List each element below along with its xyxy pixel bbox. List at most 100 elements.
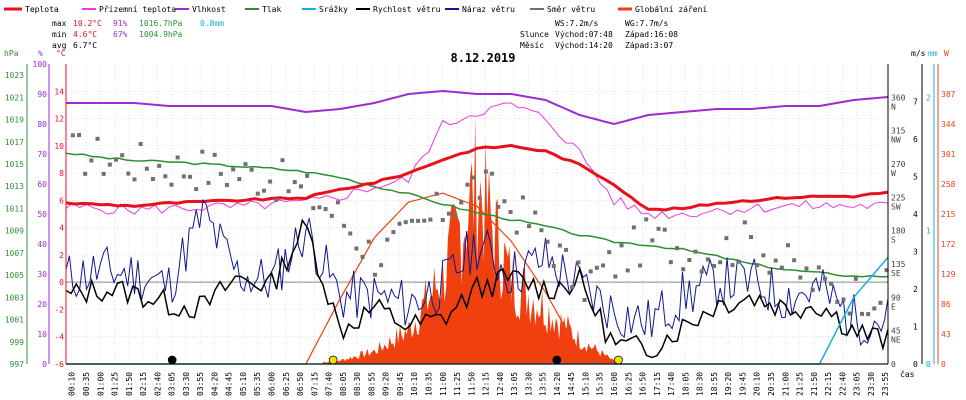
wind-direction-point (440, 217, 445, 222)
hpa-tick-label: 1007 (5, 249, 24, 258)
wind-direction-point (83, 171, 88, 176)
pct-tick-label: 100 (33, 60, 48, 69)
dir-tick-label: 0 (891, 360, 896, 369)
legend-precip: Srážky (319, 5, 348, 14)
wind-direction-point (163, 174, 168, 179)
wind-direction-point (588, 269, 593, 274)
wind-direction-point (594, 265, 599, 270)
hpa-tick-label: 1019 (5, 116, 24, 125)
wind-direction-point (613, 274, 618, 279)
hpa-tick-label: 1021 (5, 93, 24, 102)
ms-tick-label: 4 (913, 210, 918, 219)
hpa-tick-label: 1011 (5, 204, 24, 213)
info-moonset: Západ:3:07 (625, 41, 673, 50)
wind-direction-point (175, 155, 180, 160)
wind-direction-point (416, 218, 421, 223)
wind-direction-point (70, 133, 75, 138)
hpa-tick-label: 1013 (5, 182, 24, 191)
time-tick-label: 15:35 (596, 372, 605, 396)
stats-max-temp: 10.2°C (73, 19, 102, 28)
hpa-tick-label: 1023 (5, 71, 24, 80)
info-moonrise: Východ:14:20 (555, 41, 613, 50)
wind-direction-point (638, 263, 643, 268)
dir-tick-label: 225 (891, 193, 906, 202)
w-tick-label: 172 (941, 240, 956, 249)
legend-humidity: Vlhkost (192, 5, 226, 14)
hpa-tick-label: 1001 (5, 316, 24, 325)
hpa-tick-label: 1015 (5, 160, 24, 169)
time-tick-label: 02:15 (139, 372, 148, 396)
radiation-layer (66, 116, 888, 365)
w-tick-label: 387 (941, 90, 956, 99)
w-tick-label: 215 (941, 210, 956, 219)
axis-title-pct: % (38, 49, 43, 58)
wind-direction-point (77, 132, 82, 137)
wind-direction-point (755, 263, 760, 268)
dir-tick-label: 270 (891, 160, 906, 169)
wind-direction-point (570, 285, 575, 290)
wind-direction-point (305, 173, 310, 178)
time-tick-label: 04:20 (210, 372, 219, 396)
wind-direction-point (644, 217, 649, 222)
time-tick-label: 13:30 (524, 372, 533, 396)
wind-direction-point (527, 224, 532, 229)
wind-direction-point (218, 171, 223, 176)
wind-direction-point (779, 265, 784, 270)
time-tick-label: 08:30 (353, 372, 362, 396)
ms-tick-label: 5 (913, 173, 918, 182)
wind-direction-point (212, 152, 217, 157)
wind-direction-point (705, 257, 710, 262)
wind-direction-point (311, 206, 316, 211)
hpa-tick-label: 997 (10, 360, 25, 369)
time-tick-label: 07:40 (325, 372, 334, 396)
legend: Teplota Přízemní teplota Vlhkost Tlak Sr… (4, 5, 707, 14)
axes-layer: 1023102110191017101510131011100910071005… (5, 60, 956, 369)
wind-direction-point (878, 300, 883, 305)
wind-direction-point (292, 180, 297, 185)
wind-direction-point (785, 243, 790, 248)
time-tick-label: 00:10 (68, 372, 77, 396)
wind-direction-point (317, 205, 322, 210)
wind-direction-point (557, 243, 562, 248)
wind-direction-point (453, 213, 458, 218)
wind-direction-point (231, 167, 236, 172)
wind-direction-point (681, 267, 686, 272)
time-tick-label: 16:00 (610, 372, 619, 396)
time-tick-label: 01:50 (125, 372, 134, 396)
wind-direction-point (551, 264, 556, 269)
ms-tick-label: 1 (913, 323, 918, 332)
time-tick-label: 06:50 (296, 372, 305, 396)
wind-direction-point (280, 158, 285, 163)
time-tick-label: 05:35 (253, 372, 262, 396)
hpa-tick-label: 999 (10, 338, 25, 347)
wind-direction-point (261, 188, 266, 193)
wind-direction-point (95, 136, 100, 141)
moonset-marker (167, 355, 177, 365)
wind-direction-point (237, 177, 242, 182)
time-tick-label: 05:10 (239, 372, 248, 396)
pct-tick-label: 10 (37, 330, 47, 339)
time-tick-label: 14:45 (567, 372, 576, 396)
pct-tick-label: 60 (37, 180, 47, 189)
ground-temperature-line (65, 102, 889, 220)
ms-tick-label: 6 (913, 135, 918, 144)
wind-direction-point (804, 266, 809, 271)
stats-avg-temp: 6.7°C (73, 41, 97, 50)
time-tick-label: 18:05 (681, 372, 690, 396)
dir-tick-label: 45 (891, 327, 901, 336)
wind-direction-point (724, 236, 729, 241)
time-tick-label: 07:15 (310, 372, 319, 396)
hpa-tick-label: 1005 (5, 271, 24, 280)
wind-direction-point (736, 259, 741, 264)
c-tick-label: 8 (59, 169, 64, 178)
wind-direction-point (385, 237, 390, 242)
legend-wind: Rychlost větru (373, 5, 441, 14)
wind-direction-point (798, 275, 803, 280)
dir-tick-label: 90 (891, 293, 901, 302)
wind-direction-point (601, 263, 606, 268)
c-tick-label: 12 (54, 115, 64, 124)
wind-direction-point (428, 217, 433, 222)
wind-direction-point (329, 213, 334, 218)
c-tick-label: -2 (54, 305, 64, 314)
